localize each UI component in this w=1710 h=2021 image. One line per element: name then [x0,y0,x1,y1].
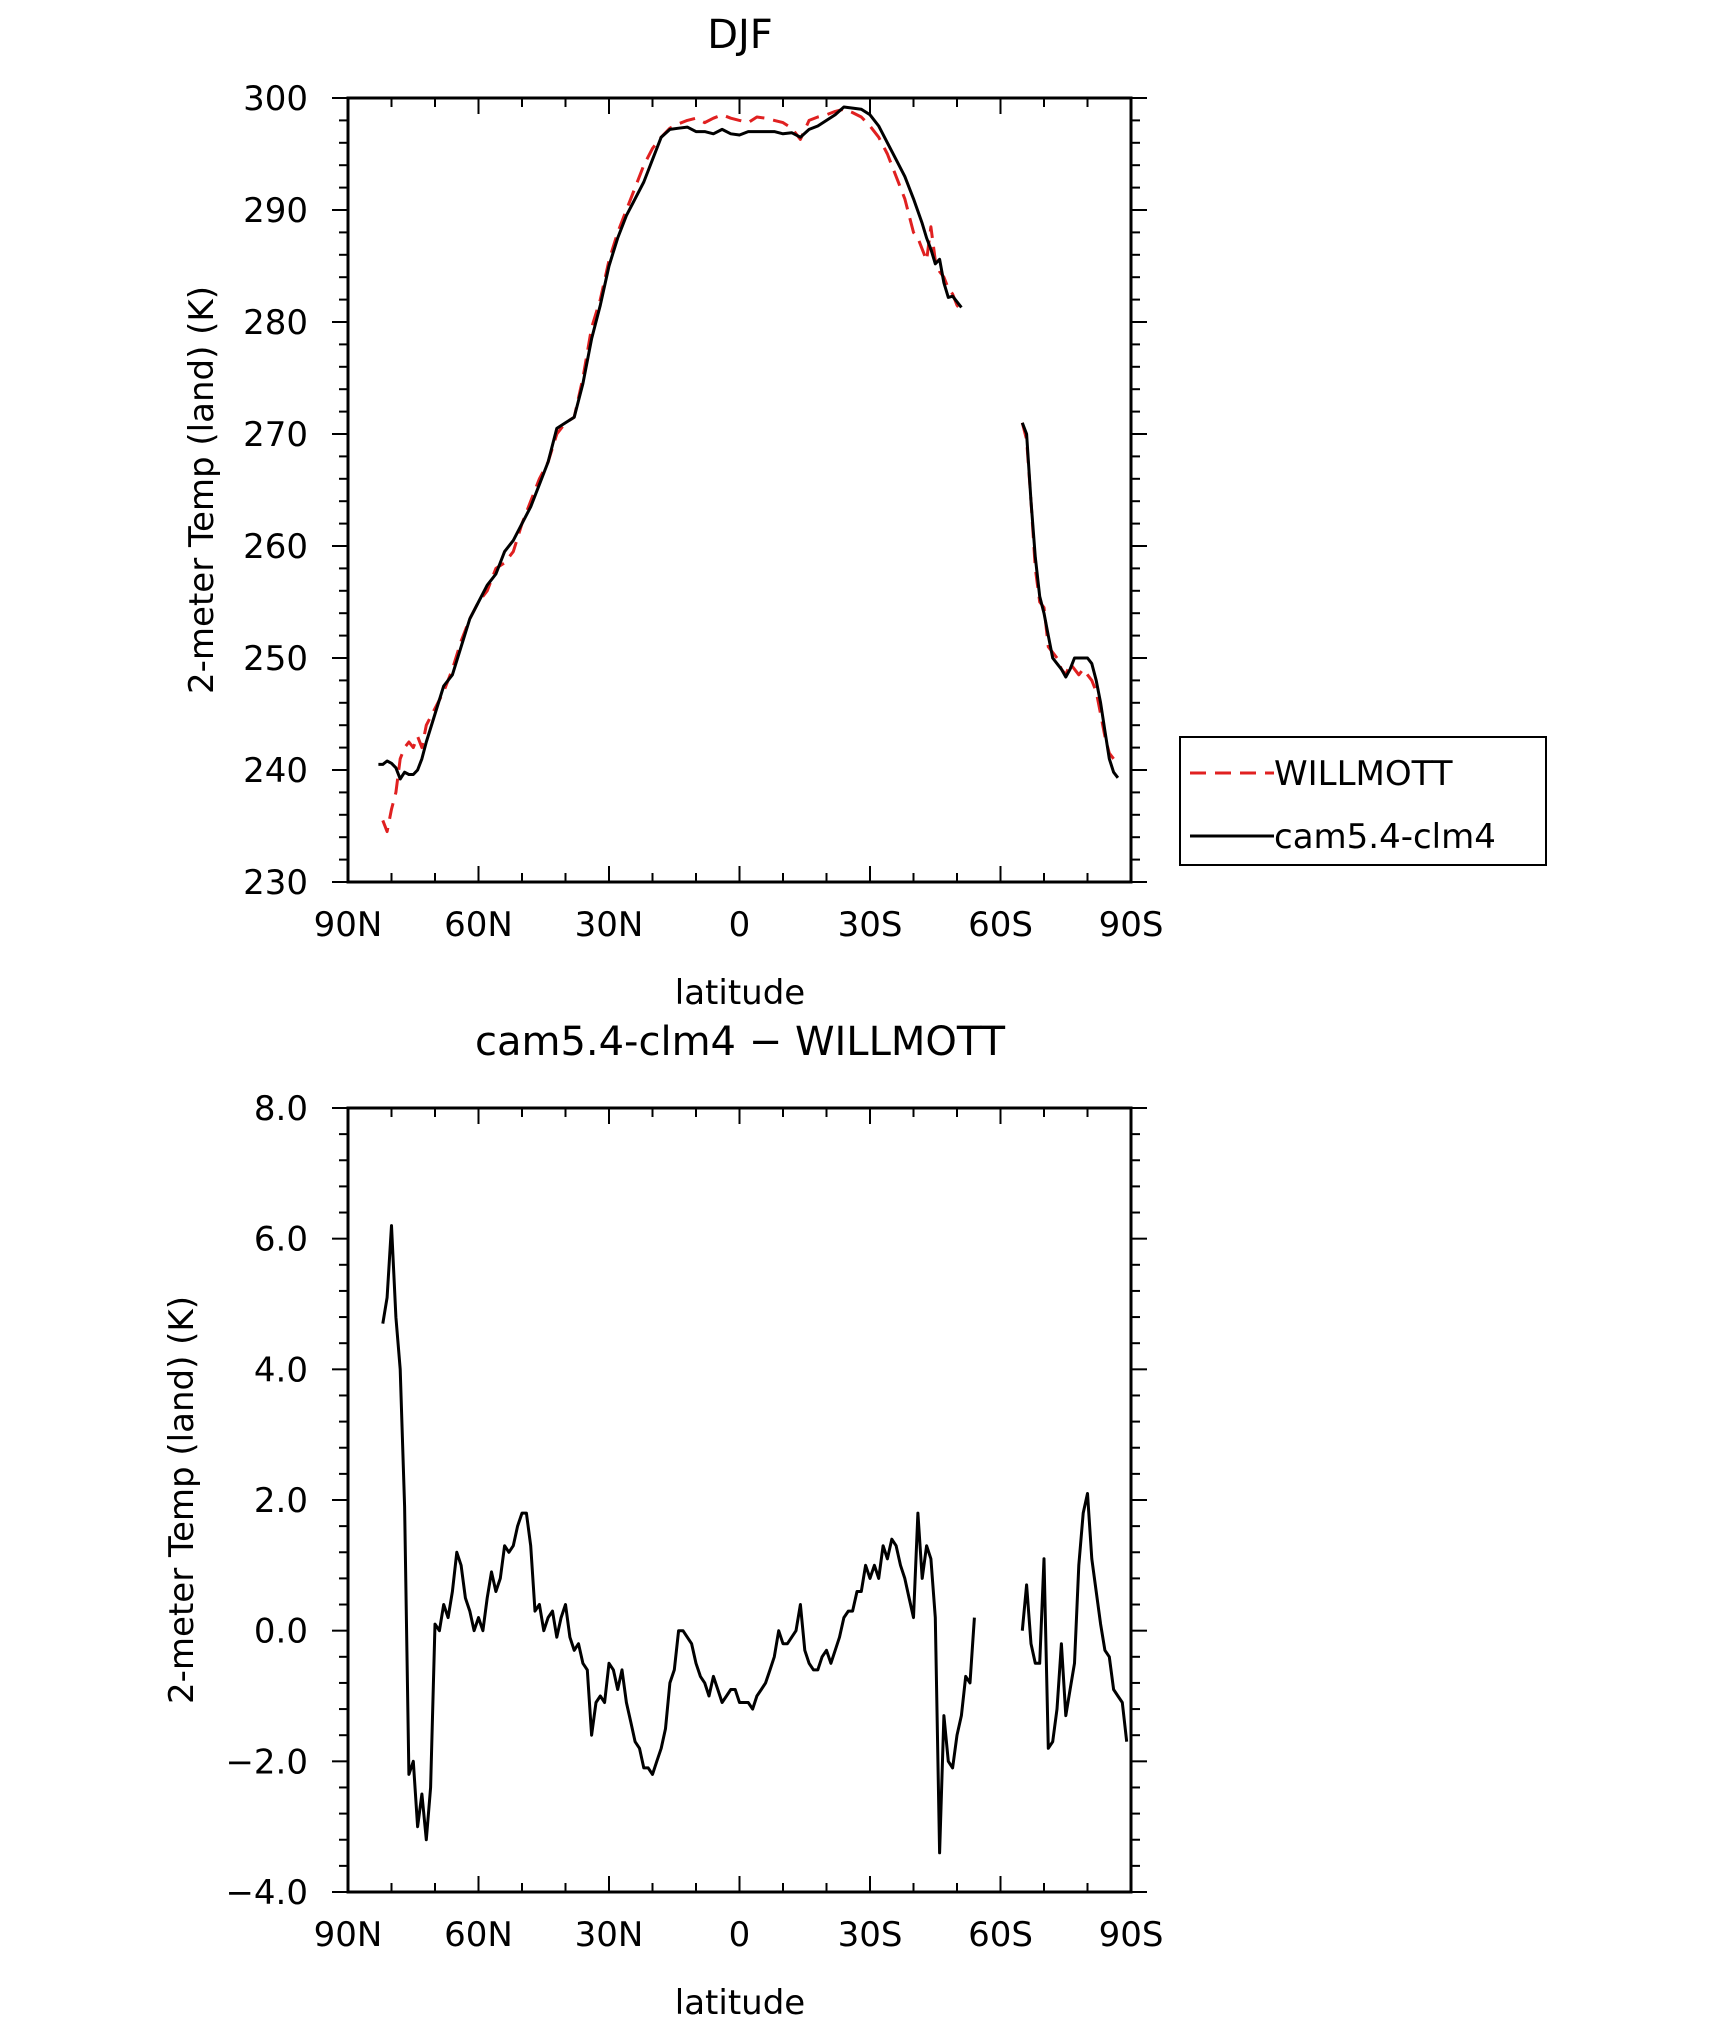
x-tick-label: 0 [729,905,751,945]
y-tick-label: 290 [243,191,308,231]
series-line-cam5-4-clm4 [378,105,963,781]
x-axis-label: latitude [675,1983,805,2021]
x-tick-label: 60S [968,905,1033,945]
x-tick-label: 90S [1099,1915,1164,1955]
axis-ticks [332,97,1147,883]
y-tick-label: 300 [243,79,308,119]
axis-ticks [332,1107,1147,1893]
y-axis-label: 2-meter Temp (land) (K) [162,1296,202,1704]
x-tick-label: 60S [968,1915,1033,1955]
panel-title: cam5.4-clm4 − WILLMOTT [475,1019,1006,1065]
panel-title: DJF [707,12,773,58]
y-tick-label: 230 [243,863,308,903]
y-tick-label: −2.0 [225,1742,308,1782]
y-tick-label: 240 [243,751,308,791]
x-tick-label: 30S [838,905,903,945]
y-axis-label: 2-meter Temp (land) (K) [182,286,222,694]
y-tick-label: 8.0 [254,1089,308,1129]
x-axis-label: latitude [675,973,805,1013]
series-line-difference [381,1224,976,1855]
x-tick-label: 60N [444,1915,513,1955]
x-tick-label: 0 [729,1915,751,1955]
axis-tick-labels: 90N 60N 30N 0 30S 60S 90S −4.0 −2.0 0.0 2.0 4.0 6.0 8… [225,1089,1163,1955]
y-tick-label: 2.0 [254,1481,308,1521]
plot-frame [346,1106,1133,1894]
series-line-willmott [1020,422,1115,760]
panel-djf: DJF 90N 60N 30N 0 30S 60S 90S 230 240 250 260 270 28… [182,12,1547,1013]
series-line-willmott [381,107,963,834]
y-tick-label: −4.0 [225,1873,308,1913]
series-line-cam5-4-clm4 [1020,422,1120,779]
x-tick-label: 30S [838,1915,903,1955]
y-tick-label: 280 [243,303,308,343]
plot-frame [346,96,1133,884]
series-lines [381,1224,1129,1855]
legend-label-cam: cam5.4-clm4 [1274,817,1496,857]
x-tick-label: 60N [444,905,513,945]
axis-tick-labels: 90N 60N 30N 0 30S 60S 90S 230 240 250 260 270 280 290… [243,79,1163,945]
y-tick-label: 270 [243,415,308,455]
y-tick-label: 0.0 [254,1612,308,1652]
legend-label-willmott: WILLMOTT [1274,754,1453,794]
y-tick-label: 250 [243,639,308,679]
x-tick-label: 90N [314,1915,383,1955]
legend-box [1179,736,1547,866]
series-lines [378,105,1120,834]
y-tick-label: 6.0 [254,1220,308,1260]
x-tick-label: 90S [1099,905,1164,945]
x-tick-label: 90N [314,905,383,945]
x-tick-label: 30N [575,1915,644,1955]
y-tick-label: 4.0 [254,1350,308,1390]
x-tick-label: 30N [575,905,644,945]
panel-difference: cam5.4-clm4 − WILLMOTT 90N 60N 30N 0 30S 60S 9… [162,1019,1163,2021]
legend: WILLMOTT cam5.4-clm4 [1179,736,1547,866]
y-tick-label: 260 [243,527,308,567]
series-line-difference [1020,1492,1129,1750]
